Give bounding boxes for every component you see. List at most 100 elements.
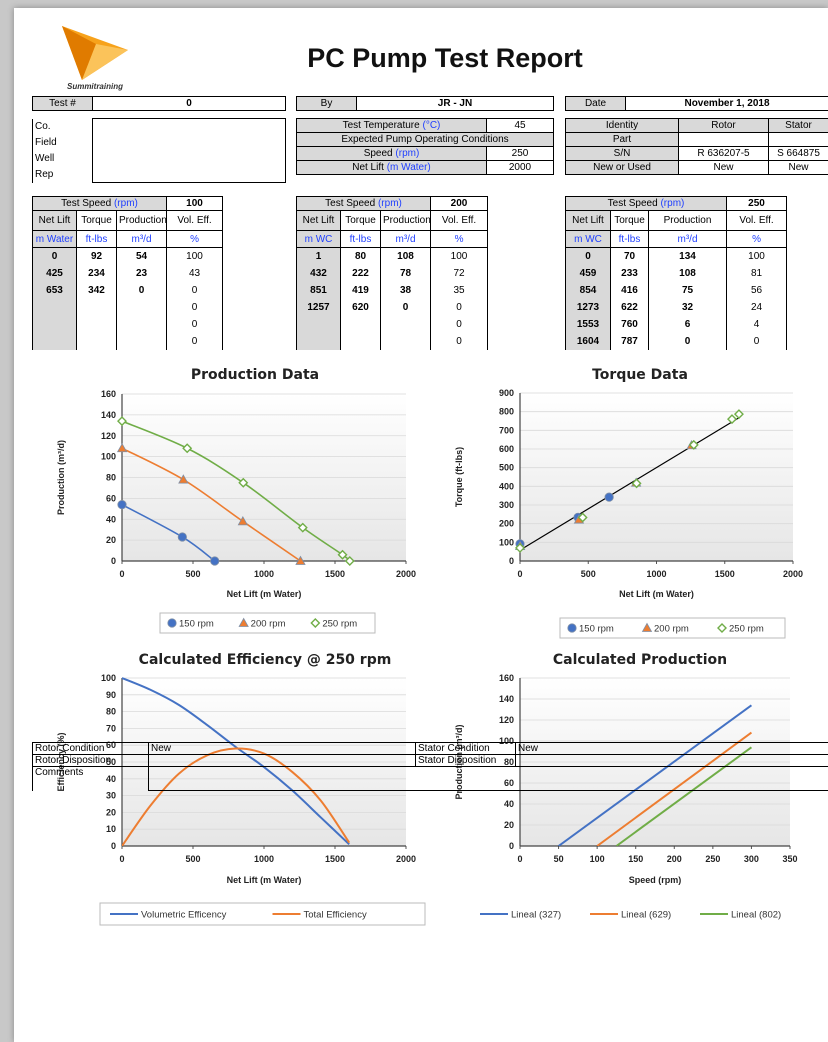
table-cell: 1257	[296, 298, 341, 316]
table-cell	[76, 298, 117, 316]
y-tick-label: 20	[106, 807, 116, 817]
table-cell	[115, 315, 168, 333]
marker	[177, 532, 187, 542]
table-cell: Vol. Eff.	[166, 210, 224, 231]
marker	[295, 555, 306, 565]
marker	[717, 623, 727, 633]
table-row: 0	[32, 332, 224, 350]
table-cell: Torque	[76, 210, 117, 231]
marker	[178, 474, 189, 484]
table-cell: Field	[32, 134, 93, 151]
cell-unit: (rpm)	[113, 198, 138, 209]
table-cell: Rotor Condition	[32, 742, 149, 755]
y-tick-label: 120	[101, 431, 116, 441]
table-cell: R 636207-5	[678, 146, 769, 161]
marker	[337, 549, 348, 560]
table-cell: 620	[340, 298, 381, 316]
table-row: Test Temperature (°C) 45	[296, 118, 554, 133]
x-tick-label: 0	[517, 854, 522, 864]
table-row: Expected Pump Operating Conditions	[296, 132, 554, 147]
table-cell	[115, 332, 168, 350]
table-cell: 0	[32, 247, 77, 265]
table-cell: 100	[166, 247, 224, 265]
legend-label: Lineal (802)	[731, 910, 781, 921]
table-cell	[115, 298, 168, 316]
table-row: 425 234 23 43	[32, 264, 224, 282]
legend-box	[559, 617, 786, 639]
table-cell: Test Temperature (°C)	[296, 118, 487, 133]
table-row: Test Speed (rpm) 200	[295, 196, 489, 211]
table-cell: 0	[647, 332, 728, 350]
y-tick-label: 140	[101, 410, 116, 420]
cell-text: Test Speed	[607, 198, 658, 209]
x-tick-label: 0	[119, 854, 124, 864]
table-cell: m WC	[296, 230, 341, 248]
marker	[631, 478, 642, 489]
table-cell: ft-lbs	[340, 230, 381, 248]
table-row: Net Lift Torque Production Vol. Eff.	[296, 210, 489, 231]
report-title: PC Pump Test Report	[307, 43, 583, 73]
table-cell: JR - JN	[356, 96, 554, 111]
y-tick-label: 120	[499, 715, 514, 725]
table-cell: 854	[565, 281, 611, 299]
table-cell: m³/d	[115, 230, 168, 248]
table-cell: m³/d	[647, 230, 728, 248]
table-cell: 4	[726, 315, 788, 333]
y-tick-label: 100	[499, 537, 514, 547]
table-row: Test #0	[32, 96, 286, 111]
y-tick-label: 30	[106, 791, 116, 801]
table-cell	[76, 315, 117, 333]
x-tick-label: 1500	[715, 569, 735, 579]
x-tick-label: 300	[744, 854, 759, 864]
legend-label: 250 rpm	[322, 619, 357, 630]
table-row: 653 342 0 0	[32, 281, 224, 299]
table-row: 851 419 38 35	[296, 281, 489, 299]
marker	[726, 414, 737, 425]
table-cell: 425	[32, 264, 77, 282]
table-cell: Production	[115, 210, 168, 231]
table-cell: Rotor	[678, 118, 769, 133]
table-row: Part	[565, 132, 828, 147]
table-row: Speed (rpm) 250	[296, 146, 554, 161]
table-cell: Test Speed (rpm)	[295, 196, 432, 211]
x-tick-label: 0	[517, 569, 522, 579]
table-row: m WC ft-lbs m³/d%	[296, 230, 489, 248]
x-tick-label: 50	[554, 854, 564, 864]
table-cell: 1553	[565, 315, 611, 333]
table-cell: 38	[379, 281, 432, 299]
table-cell: Speed (rpm)	[296, 146, 487, 161]
table-cell: S/N	[565, 146, 679, 161]
table-cell: Production	[379, 210, 432, 231]
cell-unit: (m Water)	[386, 162, 431, 173]
marker	[238, 477, 249, 488]
y-tick-label: 900	[499, 388, 514, 398]
table: Co. Field Well Rep	[32, 118, 286, 183]
table-cell: %	[166, 230, 224, 248]
table-cell: 787	[610, 332, 649, 350]
y-tick-label: 10	[106, 824, 116, 834]
table-cell: Torque	[340, 210, 381, 231]
table-cell: 0	[565, 247, 611, 265]
y-tick-label: 0	[509, 556, 514, 566]
table-row: Date November 1, 2018	[565, 96, 828, 111]
table: Identity Rotor Stator Part S/N R 636207-5 S 66…	[565, 118, 828, 175]
table-cell: 622	[610, 298, 649, 316]
table-cell: Stator	[768, 118, 828, 133]
table: Rotor Condition New Stator Condition New Rot…	[32, 742, 828, 791]
x-tick-label: 100	[590, 854, 605, 864]
y-tick-label: 140	[499, 694, 514, 704]
table-row: 0	[32, 315, 224, 333]
x-tick-label: 2000	[396, 854, 416, 864]
x-tick-label: 2000	[396, 569, 416, 579]
table-cell	[678, 132, 769, 147]
logo-shape	[82, 44, 128, 80]
x-tick-label: 1000	[254, 854, 274, 864]
marker	[567, 623, 577, 633]
table-cell: 70	[610, 247, 649, 265]
table-cell	[340, 315, 381, 333]
table-row: Rotor Disposition Stator Disposition	[32, 754, 828, 767]
table-cell: Net Lift	[32, 210, 77, 231]
table-cell: 419	[340, 281, 381, 299]
y-tick-label: 40	[106, 514, 116, 524]
